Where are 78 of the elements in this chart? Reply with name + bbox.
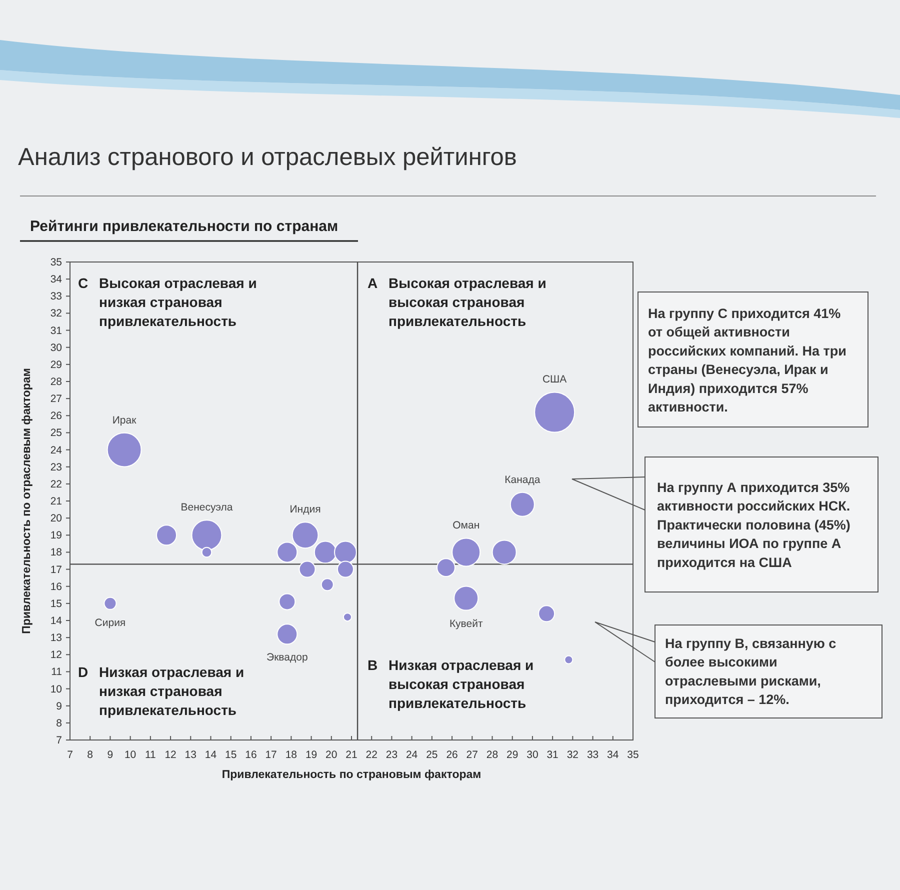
y-axis-title: Привлекательность по отраслевым факторам <box>21 368 33 634</box>
y-tick-label: 19 <box>50 530 62 542</box>
text: На группу В, связанную с более высокими отраслевыми рисками, приходится – 12%. <box>665 636 837 708</box>
y-tick-label: 25 <box>50 427 62 440</box>
x-tick-label: 26 <box>446 749 458 761</box>
y-tick-label: 35 <box>50 256 62 268</box>
y-tick-label: 12 <box>50 649 62 662</box>
annotation: C Высокая отраслевая и низкая страновая привлекательность <box>78 275 257 329</box>
x-tick-label: 27 <box>466 749 478 761</box>
text: На группу С приходится 41% от общей активности российских компаний. На три страны (Венесуэла, Ирак и Индия) приходится 57% активности. <box>648 306 846 414</box>
x-axis-title: Привлекательность по страновым факторам <box>222 769 482 781</box>
annotation: A Высокая отраслевая и высокая страновая привлекательность <box>368 275 546 329</box>
x-tick-label: 28 <box>486 749 498 761</box>
y-tick-label: 22 <box>50 478 62 490</box>
x-tick-label: 15 <box>225 749 237 761</box>
annotation: Оман <box>452 520 480 532</box>
y-tick-label: 29 <box>50 358 62 371</box>
x-tick-label: 22 <box>366 749 378 761</box>
y-tick-label: 32 <box>50 308 62 320</box>
y-tick-label: 31 <box>50 324 62 337</box>
x-tick-label: 14 <box>204 749 217 761</box>
x-tick-label: 10 <box>124 749 136 761</box>
x-tick-label: 18 <box>285 749 298 761</box>
y-tick-label: 16 <box>50 580 62 593</box>
x-tick-label: 19 <box>305 749 318 761</box>
y-tick-label: 21 <box>50 496 62 508</box>
x-tick-label: 25 <box>426 749 438 761</box>
x-tick-label: 24 <box>406 749 418 761</box>
y-tick-label: 11 <box>51 666 62 678</box>
x-tick-label: 7 <box>67 749 74 761</box>
y-tick-label: 24 <box>50 444 62 456</box>
x-tick-label: 32 <box>566 749 579 761</box>
x-tick-label: 17 <box>265 749 278 761</box>
chart-subtitle: Рейтинги привлекательности по странам <box>30 218 338 235</box>
y-tick-label: 14 <box>50 615 62 627</box>
annotation: Канада <box>504 474 540 486</box>
y-tick-label: 27 <box>50 393 62 406</box>
x-tick-label: 9 <box>107 749 114 761</box>
x-tick-label: 16 <box>245 749 257 761</box>
x-tick-label: 23 <box>386 749 398 761</box>
x-tick-label: 11 <box>144 749 156 761</box>
x-tick-label: 12 <box>164 749 177 761</box>
annotation: B Низкая отраслевая и высокая страновая привлекательность <box>368 657 534 711</box>
annotation: Сирия <box>94 616 126 629</box>
y-tick-label: 33 <box>50 290 62 303</box>
annotation: Ирак <box>112 414 137 426</box>
y-tick-label: 15 <box>50 598 62 610</box>
y-tick-label: 10 <box>50 683 62 696</box>
chart-title: Анализ странового и отраслевых рейтингов <box>18 144 517 171</box>
annotation: США <box>542 374 567 386</box>
x-tick-label: 34 <box>607 749 619 761</box>
annotation: Индия <box>290 504 321 516</box>
y-tick-label: 9 <box>56 700 62 712</box>
x-tick-label: 31 <box>546 749 559 761</box>
x-tick-label: 20 <box>326 749 338 761</box>
y-tick-label: 13 <box>50 632 62 644</box>
y-tick-label: 8 <box>56 717 62 730</box>
x-tick-label: 13 <box>184 749 197 761</box>
y-tick-label: 18 <box>50 546 62 559</box>
y-tick-label: 34 <box>50 274 62 286</box>
y-tick-label: 23 <box>50 461 62 474</box>
y-tick-label: 7 <box>56 734 62 746</box>
annotation: D Низкая отраслевая и низкая страновая привлекательность <box>78 664 244 718</box>
y-tick-label: 30 <box>50 342 62 354</box>
y-tick-label: 28 <box>50 376 62 388</box>
annotation: Кувейт <box>449 618 483 630</box>
x-tick-label: 29 <box>506 749 518 761</box>
x-tick-label: 8 <box>87 749 94 761</box>
text: На группу А приходится 35% активности российских НСК. Практически половина (45%) величины ИОА по группе А приходится на США <box>657 480 850 570</box>
x-tick-label: 35 <box>627 749 639 761</box>
annotation: Эквадор <box>266 652 308 664</box>
annotation: Венесуэла <box>180 502 233 514</box>
y-tick-label: 20 <box>50 512 62 525</box>
y-tick-label: 26 <box>50 410 62 422</box>
x-tick-label: 33 <box>586 749 599 761</box>
y-tick-label: 17 <box>50 564 62 576</box>
x-tick-label: 30 <box>526 749 538 761</box>
x-tick-label: 21 <box>346 749 358 761</box>
